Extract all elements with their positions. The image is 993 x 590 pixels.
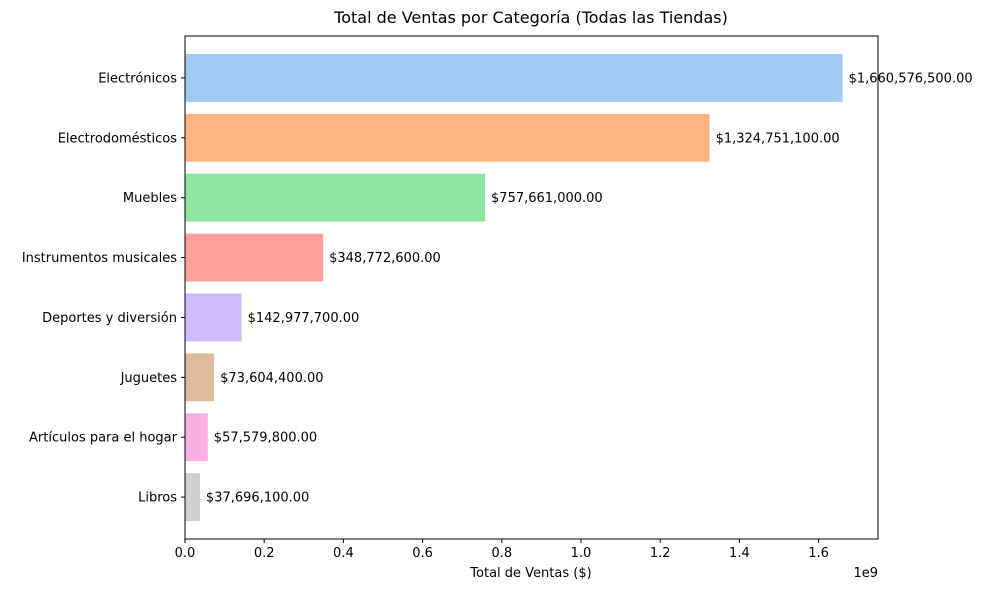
x-axis-ticks: 0.0 0.2 0.4 0.6 0.8 1.0 1.2 1.4 1.6 bbox=[175, 539, 829, 561]
x-axis-label: Total de Ventas ($) bbox=[469, 566, 591, 581]
bar-1 bbox=[185, 113, 710, 162]
x-tick-label-7: 1.4 bbox=[729, 546, 750, 561]
bar-4 bbox=[185, 293, 242, 342]
value-label-4: $142,977,700.00 bbox=[248, 311, 360, 326]
x-tick-label-3: 0.6 bbox=[412, 546, 433, 561]
bar-0 bbox=[185, 53, 843, 102]
value-label-2: $757,661,000.00 bbox=[491, 191, 603, 206]
plot-frame bbox=[184, 35, 879, 540]
value-label-5: $73,604,400.00 bbox=[220, 371, 323, 386]
x-tick-label-2: 0.4 bbox=[333, 546, 354, 561]
value-label-0: $1,660,576,500.00 bbox=[849, 71, 973, 86]
x-tick-label-4: 0.8 bbox=[491, 546, 512, 561]
y-tick-label-0: Electrónicos bbox=[98, 71, 177, 86]
value-label-6: $57,579,800.00 bbox=[214, 431, 317, 446]
y-tick-label-4: Deportes y diversión bbox=[42, 311, 177, 326]
chart-title: Total de Ventas por Categoría (Todas las… bbox=[333, 8, 728, 27]
y-tick-label-3: Instrumentos musicales bbox=[22, 251, 177, 266]
y-tick-label-6: Artículos para el hogar bbox=[29, 431, 178, 446]
y-tick-label-2: Muebles bbox=[123, 191, 177, 206]
value-labels-group: $1,660,576,500.00 $1,324,751,100.00 $757,6… bbox=[206, 71, 973, 505]
y-tick-label-5: Juguetes bbox=[120, 371, 178, 386]
x-tick-label-1: 0.2 bbox=[254, 546, 275, 561]
x-axis-scale-label: 1e9 bbox=[853, 566, 878, 581]
value-label-7: $37,696,100.00 bbox=[206, 491, 309, 506]
x-tick-label-0: 0.0 bbox=[175, 546, 196, 561]
bar-3 bbox=[185, 233, 324, 282]
value-label-1: $1,324,751,100.00 bbox=[716, 131, 840, 146]
bars-group bbox=[185, 53, 843, 522]
bar-6 bbox=[185, 413, 208, 462]
value-label-3: $348,772,600.00 bbox=[329, 251, 441, 266]
bar-2 bbox=[185, 173, 486, 222]
x-tick-label-5: 1.0 bbox=[571, 546, 592, 561]
bar-7 bbox=[185, 473, 200, 522]
y-tick-label-7: Libros bbox=[138, 491, 177, 506]
x-tick-label-6: 1.2 bbox=[650, 546, 671, 561]
x-tick-label-8: 1.6 bbox=[808, 546, 829, 561]
y-tick-label-1: Electrodomésticos bbox=[58, 131, 178, 146]
y-axis-ticks: Electrónicos Electrodomésticos Muebles Inst… bbox=[22, 71, 185, 506]
bar-5 bbox=[185, 353, 215, 402]
